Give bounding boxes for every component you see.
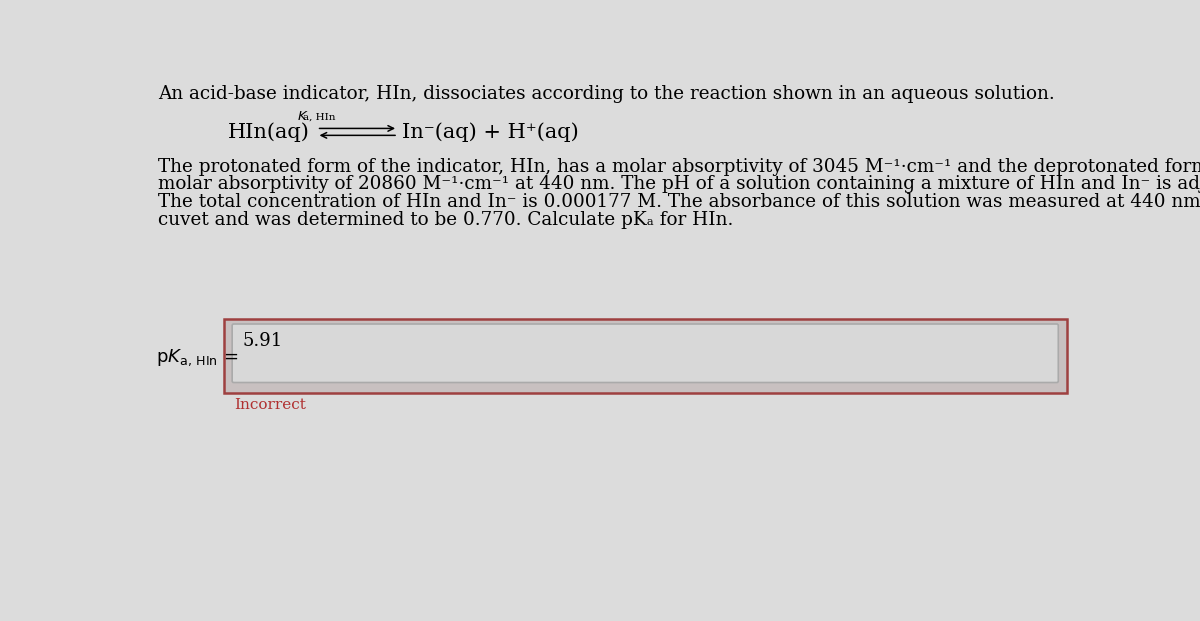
Text: The protonated form of the indicator, HIn, has a molar absorptivity of 3045 M⁻¹·: The protonated form of the indicator, HI… bbox=[157, 158, 1200, 176]
Text: cuvet and was determined to be 0.770. Calculate pKₐ for HIn.: cuvet and was determined to be 0.770. Ca… bbox=[157, 211, 733, 229]
Text: An acid-base indicator, HIn, dissociates according to the reaction shown in an a: An acid-base indicator, HIn, dissociates… bbox=[157, 85, 1055, 103]
Text: p$\it{K}$$_\mathrm{a,\,HIn}$ =: p$\it{K}$$_\mathrm{a,\,HIn}$ = bbox=[156, 348, 239, 368]
Text: In⁻(aq) + H⁺(aq): In⁻(aq) + H⁺(aq) bbox=[402, 122, 578, 142]
Text: a, HIn: a, HIn bbox=[304, 112, 336, 121]
Text: Incorrect: Incorrect bbox=[234, 398, 306, 412]
Bar bbox=[223, 319, 1067, 392]
Text: 5.91: 5.91 bbox=[242, 332, 283, 350]
Text: The total concentration of HIn and In⁻ is 0.000177 M. The absorbance of this sol: The total concentration of HIn and In⁻ i… bbox=[157, 193, 1200, 211]
Text: HIn(aq): HIn(aq) bbox=[228, 122, 310, 142]
Text: $K$: $K$ bbox=[298, 110, 308, 123]
FancyBboxPatch shape bbox=[232, 324, 1058, 383]
Text: molar absorptivity of 20860 M⁻¹·cm⁻¹ at 440 nm. The pH of a solution containing : molar absorptivity of 20860 M⁻¹·cm⁻¹ at … bbox=[157, 175, 1200, 193]
